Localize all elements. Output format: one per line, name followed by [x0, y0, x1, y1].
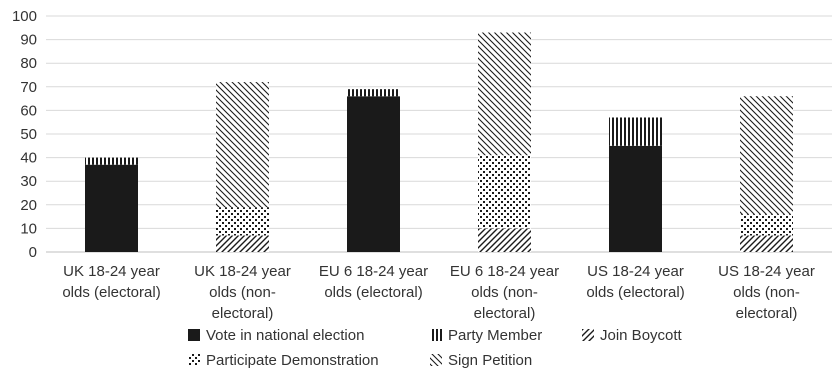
- bar-segment-vertical-lines: [85, 157, 138, 165]
- bar-segment-solid: [85, 164, 138, 252]
- y-tick-label: 50: [20, 126, 37, 143]
- x-category-label: olds (electoral): [62, 284, 160, 301]
- legend-swatch-vertical-lines: [430, 329, 442, 341]
- y-tick-label: 70: [20, 79, 37, 96]
- y-tick-label: 100: [12, 8, 37, 25]
- bar-segment-back-diagonal-lines: [478, 32, 531, 156]
- x-category-label: olds (electoral): [324, 284, 422, 301]
- x-category-label: US 18-24 year: [587, 263, 684, 280]
- legend: Vote in national election Party Member Joi…: [188, 327, 683, 369]
- legend-label: Party Member: [448, 327, 542, 344]
- y-tick-label: 20: [20, 197, 37, 214]
- bar-segment-solid: [347, 96, 400, 253]
- y-tick-label: 10: [20, 220, 37, 237]
- legend-label: Participate Demonstration: [206, 352, 379, 369]
- legend-label: Join Boycott: [600, 327, 683, 344]
- x-category-label: EU 6 18-24 year: [450, 263, 559, 280]
- legend-swatch-solid: [188, 329, 200, 341]
- bar-segment-dots: [740, 214, 793, 236]
- bars: [85, 32, 793, 253]
- bar-segment-vertical-lines: [347, 89, 400, 97]
- bar-segment-diagonal-lines: [216, 235, 269, 252]
- x-category-label: olds (electoral): [586, 284, 684, 301]
- y-axis-ticks: 0 10 20 30 40 50 60 70 80 90 100: [12, 8, 37, 261]
- x-category-label: electoral): [474, 305, 536, 322]
- y-tick-label: 80: [20, 55, 37, 72]
- x-category-label: olds (non-: [733, 284, 800, 301]
- y-tick-label: 60: [20, 102, 37, 119]
- bar-segment-back-diagonal-lines: [216, 82, 269, 208]
- bar-segment-diagonal-lines: [740, 235, 793, 252]
- x-category-label: US 18-24 year: [718, 263, 815, 280]
- y-tick-label: 90: [20, 32, 37, 49]
- x-category-label: electoral): [212, 305, 274, 322]
- x-category-label: UK 18-24 year: [194, 263, 291, 280]
- x-category-label: EU 6 18-24 year: [319, 263, 428, 280]
- y-tick-label: 0: [29, 244, 37, 261]
- y-tick-label: 40: [20, 150, 37, 167]
- bar-segment-vertical-lines: [609, 117, 662, 146]
- bar-segment-diagonal-lines: [478, 228, 531, 252]
- bar-segment-back-diagonal-lines: [740, 96, 793, 215]
- x-category-label: olds (non-: [209, 284, 276, 301]
- legend-label: Vote in national election: [206, 327, 364, 344]
- y-tick-label: 30: [20, 173, 37, 190]
- x-category-label: olds (non-: [471, 284, 538, 301]
- bar-segment-dots: [216, 207, 269, 236]
- legend-label: Sign Petition: [448, 352, 532, 369]
- legend-swatch-dots: [188, 354, 200, 366]
- legend-swatch-back-diagonal-lines: [430, 354, 442, 366]
- bar-segment-dots: [478, 155, 531, 229]
- x-axis-labels: UK 18-24 year olds (electoral) UK 18-24 ye…: [62, 263, 815, 322]
- x-category-label: electoral): [736, 305, 798, 322]
- legend-swatch-diagonal-lines: [582, 329, 594, 341]
- x-category-label: UK 18-24 year: [63, 263, 160, 280]
- bar-segment-solid: [609, 145, 662, 252]
- gridlines: [46, 15, 832, 253]
